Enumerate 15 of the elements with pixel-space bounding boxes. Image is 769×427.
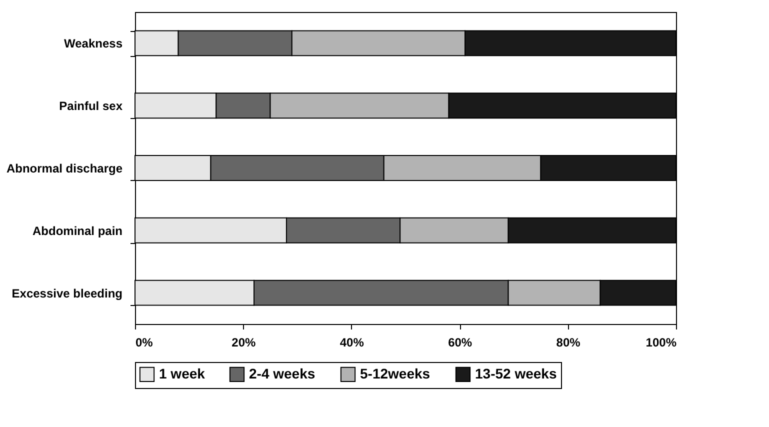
legend-label: 1 week [159, 365, 206, 382]
x-tick-label: 0% [136, 336, 154, 350]
y-tick-label: Painful sex [59, 99, 123, 114]
y-tick-label: Weakness [64, 36, 123, 51]
x-tick-label: 80% [556, 336, 581, 350]
legend-label: 5-12weeks [360, 365, 430, 382]
y-tick-label: Abdominal pain [32, 224, 122, 238]
legend-label: 2-4 weeks [249, 365, 316, 382]
x-tick-label: 60% [448, 336, 472, 350]
x-tick-label: 40% [340, 336, 364, 350]
legend-label: 13-52 weeks [475, 365, 557, 382]
y-tick-label: Excessive bleeding [12, 286, 122, 300]
x-tick-label: 20% [232, 336, 256, 350]
x-tick-label: 100% [646, 336, 677, 350]
y-tick-label: Abnormal discharge [6, 162, 123, 176]
